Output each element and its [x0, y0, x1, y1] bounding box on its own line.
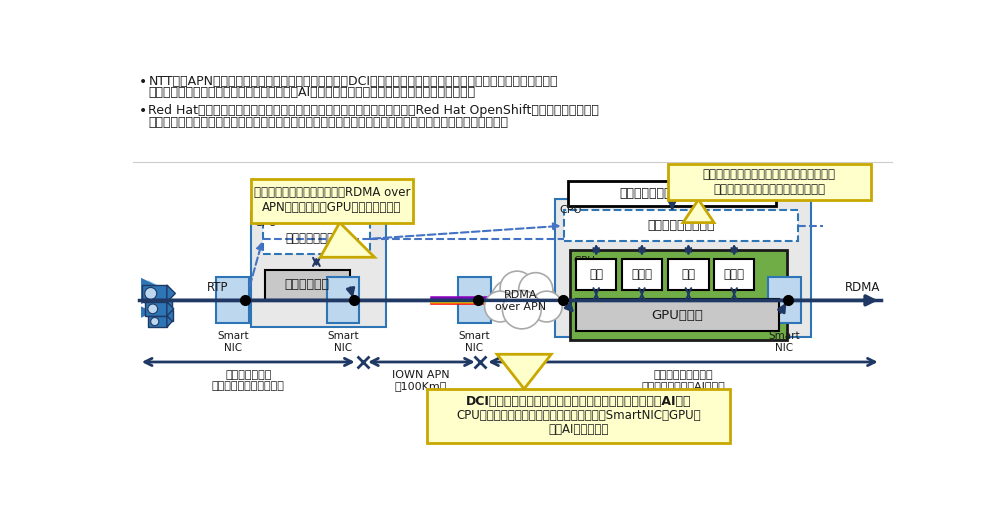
Text: GPU: GPU	[574, 256, 596, 266]
Bar	[326, 277, 359, 323]
Text: センサ設置拠点
（センサデータの集約）: センサ設置拠点 （センサデータの集約）	[212, 370, 285, 391]
Text: DCIのオフローディング技術を最大限活用した高効率なAI分析: DCIのオフローディング技術を最大限活用した高効率なAI分析	[466, 395, 691, 408]
Bar	[568, 181, 776, 206]
Text: 郊外型データセンタ
（センサデータのAI分析）: 郊外型データセンタ （センサデータのAI分析）	[641, 370, 725, 391]
Text: IOWN APN
（100Km）: IOWN APN （100Km）	[392, 370, 450, 391]
Text: RTP: RTP	[206, 281, 228, 294]
Text: ▶: ▶	[140, 289, 153, 307]
Text: ▶: ▶	[140, 304, 152, 319]
Bar	[156, 310, 173, 321]
Text: RDMA: RDMA	[845, 281, 881, 294]
Bar	[263, 224, 370, 254]
Text: 推論: 推論	[681, 268, 695, 281]
Polygon shape	[167, 285, 175, 302]
Bar	[264, 269, 350, 300]
Text: 拠点間直接メモリ転送技術（RDMA over: 拠点間直接メモリ転送技術（RDMA over	[254, 186, 410, 199]
Circle shape	[511, 276, 554, 319]
Bar	[216, 277, 249, 323]
Text: Smart
NIC: Smart NIC	[217, 331, 249, 353]
Text: •: •	[139, 104, 147, 118]
Circle shape	[491, 279, 534, 322]
Circle shape	[145, 287, 157, 299]
Text: Smart
NIC: Smart NIC	[459, 331, 490, 353]
Text: ▶: ▶	[148, 293, 157, 303]
Text: コンテナオーケストレーション: コンテナオーケストレーション	[620, 187, 725, 200]
Circle shape	[502, 290, 541, 329]
Bar	[251, 212, 386, 327]
Bar	[144, 286, 168, 302]
Text: Smart
NIC: Smart NIC	[327, 331, 359, 353]
Text: 内でAI分析を完結: 内でAI分析を完結	[548, 423, 609, 436]
Bar	[576, 259, 616, 289]
Bar	[768, 277, 801, 323]
Text: レータの複雑性を隠蔽し、データ処理高速化が適用されたワークロードを複数サイトに柔軟かつ容易に配備: レータの複雑性を隠蔽し、データ処理高速化が適用されたワークロードを複数サイトに柔…	[148, 116, 508, 128]
Circle shape	[519, 272, 553, 306]
Bar	[668, 259, 709, 289]
Text: Smart
NIC: Smart NIC	[769, 331, 800, 353]
Bar	[427, 389, 730, 443]
Text: NTTは、APNによる低遅延・ロスレス通信、並びに、DCIのデータ処理高速化手法（アクセラレータを用いたオフ: NTTは、APNによる低遅延・ロスレス通信、並びに、DCIのデータ処理高速化手法…	[148, 75, 558, 88]
Text: CPU: CPU	[559, 205, 582, 215]
Text: CPUを極力介することなくアクセラレータ（SmartNIC・GPU）: CPUを極力介することなくアクセラレータ（SmartNIC・GPU）	[456, 409, 701, 423]
Bar	[145, 302, 167, 316]
Text: 後処理: 後処理	[724, 268, 745, 281]
Text: ローディング技術）を活用したデータ収集・AI分析処理による大幅な削減、低消費電力化を実現: ローディング技術）を活用したデータ収集・AI分析処理による大幅な削減、低消費電力…	[148, 86, 475, 99]
Bar	[714, 259, 754, 289]
Bar	[142, 285, 167, 302]
Text: •: •	[139, 75, 147, 89]
Circle shape	[151, 318, 159, 325]
Text: Red Hatは、ハイブリッドクラウド向けコンテナオーケストレーション（Red Hat OpenShift）により、アクセラ: Red Hatは、ハイブリッドクラウド向けコンテナオーケストレーション（Red …	[148, 104, 599, 117]
Bar	[576, 299, 779, 331]
Bar	[251, 179, 413, 223]
Bar	[564, 210, 798, 241]
Polygon shape	[683, 199, 714, 223]
Bar	[555, 199, 811, 337]
Bar	[570, 250, 787, 340]
Circle shape	[531, 291, 562, 322]
Circle shape	[148, 304, 158, 314]
Text: 復号: 復号	[589, 268, 603, 281]
Bar	[148, 316, 167, 327]
Text: ▶: ▶	[148, 306, 156, 316]
Text: 前処理: 前処理	[631, 268, 652, 281]
Bar	[668, 164, 871, 199]
Bar	[622, 259, 662, 289]
Polygon shape	[320, 223, 375, 258]
Polygon shape	[167, 302, 174, 316]
Text: CPU: CPU	[254, 218, 277, 228]
Text: RDMA
over APN: RDMA over APN	[495, 290, 547, 312]
Text: ▶: ▶	[148, 277, 159, 291]
Polygon shape	[497, 354, 551, 389]
Text: APN）による遠隔GPUリソースの利用: APN）による遠隔GPUリソースの利用	[262, 200, 402, 214]
Circle shape	[485, 291, 516, 322]
Polygon shape	[167, 316, 172, 327]
Text: GPUメモリ: GPUメモリ	[652, 308, 704, 322]
Circle shape	[500, 271, 534, 305]
Text: オーケストレーションを活用したアクセラ
レータの複雑性の隠蔽と柔軟な配備: オーケストレーションを活用したアクセラ レータの複雑性の隠蔽と柔軟な配備	[703, 168, 836, 196]
Bar	[458, 277, 491, 323]
Text: アクセラレータ制御: アクセラレータ制御	[285, 232, 348, 245]
Text: メインメモリ: メインメモリ	[285, 279, 330, 291]
Text: アクセラレータ制御: アクセラレータ制御	[647, 219, 714, 232]
Text: ▶: ▶	[140, 274, 156, 293]
Bar	[152, 299, 172, 312]
